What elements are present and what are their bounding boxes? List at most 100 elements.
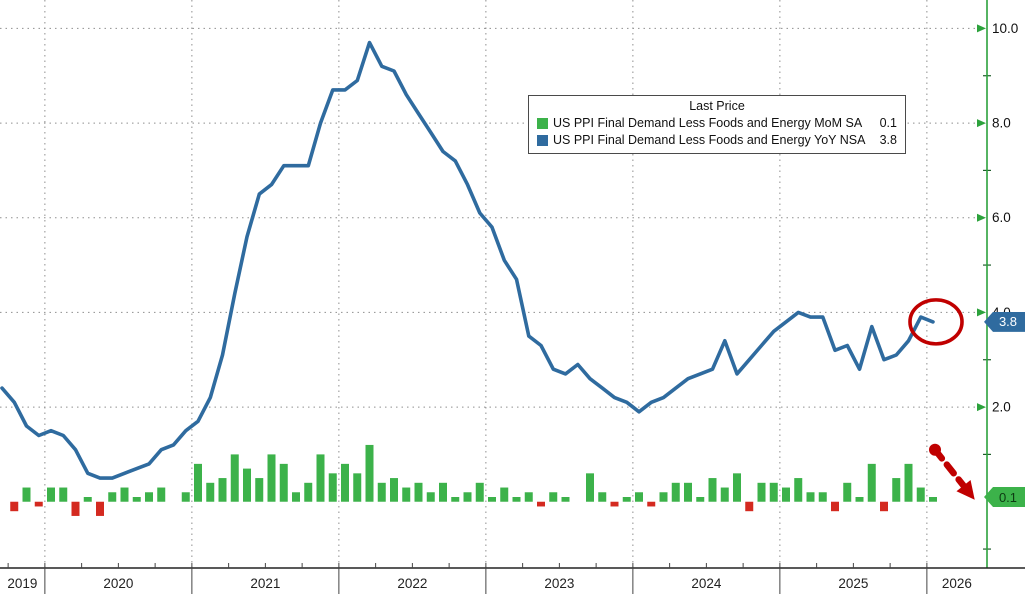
mom-bar bbox=[463, 492, 472, 502]
y-axis-tick-label: 6.0 bbox=[992, 210, 1011, 225]
mom-bar bbox=[267, 454, 276, 502]
mom-bar bbox=[524, 492, 533, 502]
mom-bar bbox=[439, 482, 447, 502]
mom-bar bbox=[402, 487, 411, 502]
mom-bar bbox=[635, 492, 643, 502]
y-axis-tick-label: 2.0 bbox=[992, 400, 1011, 415]
y-tick-arrow-icon bbox=[977, 24, 986, 33]
x-axis-year-label: 2022 bbox=[397, 576, 427, 591]
legend-value-yoy: 3.8 bbox=[879, 133, 897, 147]
last-price-badge-yoy: 3.8 bbox=[984, 311, 1025, 332]
y-tick-arrow-icon bbox=[977, 213, 986, 222]
mom-bar bbox=[120, 487, 129, 502]
mom-bar bbox=[929, 497, 937, 502]
mom-bar bbox=[733, 473, 741, 502]
mom-bar bbox=[390, 478, 398, 502]
mom-bar bbox=[316, 454, 325, 502]
mom-bar bbox=[328, 473, 337, 502]
mom-bar bbox=[818, 492, 827, 502]
legend-swatch-mom-icon bbox=[537, 118, 548, 129]
mom-bar bbox=[255, 478, 264, 502]
mom-bar bbox=[745, 501, 754, 512]
y-tick-arrow-icon bbox=[977, 308, 986, 317]
mom-bar bbox=[377, 482, 386, 502]
mom-bar bbox=[622, 497, 631, 502]
legend-item-mom: US PPI Final Demand Less Foods and Energ… bbox=[537, 115, 897, 132]
mom-bar bbox=[769, 482, 778, 502]
mom-bar bbox=[451, 497, 460, 502]
mom-bar bbox=[230, 454, 239, 502]
y-axis-tick-label: 10.0 bbox=[992, 21, 1018, 36]
legend-swatch-yoy-icon bbox=[537, 135, 548, 146]
mom-bar bbox=[145, 492, 153, 502]
mom-bar bbox=[96, 501, 104, 516]
mom-bar bbox=[206, 482, 215, 502]
mom-bar bbox=[537, 501, 545, 507]
mom-bar bbox=[414, 482, 423, 502]
last-price-badge-mom: 0.1 bbox=[984, 487, 1025, 507]
mom-bar bbox=[475, 482, 484, 502]
mom-bar bbox=[59, 487, 68, 502]
mom-bar bbox=[292, 492, 300, 502]
mom-bar bbox=[855, 497, 864, 502]
mom-bar bbox=[782, 487, 790, 502]
mom-bar bbox=[304, 482, 313, 502]
mom-bar bbox=[586, 473, 594, 502]
mom-bar bbox=[108, 492, 117, 502]
mom-bar bbox=[341, 463, 349, 502]
legend-item-yoy: US PPI Final Demand Less Foods and Energ… bbox=[537, 132, 897, 149]
mom-bar bbox=[684, 482, 692, 502]
mom-bar bbox=[71, 501, 80, 516]
mom-bar bbox=[426, 492, 435, 502]
mom-bar bbox=[610, 501, 619, 507]
mom-bar bbox=[880, 501, 888, 512]
x-axis-year-label: 2025 bbox=[838, 576, 868, 591]
x-axis-year-label: 2024 bbox=[691, 576, 722, 591]
mom-bar bbox=[708, 478, 717, 502]
x-axis-year-label: 2026 bbox=[942, 576, 972, 591]
mom-bar bbox=[47, 487, 55, 502]
mom-bar bbox=[831, 501, 839, 512]
legend-box: Last Price US PPI Final Demand Less Food… bbox=[528, 95, 906, 154]
mom-bar bbox=[365, 444, 374, 502]
mom-bar-series bbox=[10, 444, 937, 516]
mom-bar bbox=[904, 463, 913, 502]
mom-bar bbox=[181, 492, 190, 502]
y-tick-arrow-icon bbox=[977, 403, 986, 412]
mom-bar bbox=[279, 463, 288, 502]
mom-bar bbox=[720, 487, 729, 502]
mom-bar bbox=[867, 463, 876, 502]
mom-bar bbox=[194, 463, 202, 502]
mom-bar bbox=[512, 497, 521, 502]
down-arrow-annotation bbox=[931, 446, 970, 492]
mom-bar bbox=[132, 497, 141, 502]
mom-bar bbox=[549, 492, 558, 502]
mom-bar bbox=[892, 478, 901, 502]
x-axis-year-label: 2023 bbox=[544, 576, 574, 591]
mom-bar bbox=[243, 468, 251, 502]
mom-bar bbox=[488, 497, 496, 502]
mom-bar bbox=[671, 482, 680, 502]
legend-label-mom: US PPI Final Demand Less Foods and Energ… bbox=[553, 116, 863, 130]
mom-bar bbox=[500, 487, 509, 502]
mom-bar bbox=[794, 478, 803, 502]
mom-bar bbox=[218, 478, 227, 502]
mom-bar bbox=[659, 492, 668, 502]
mom-bar bbox=[10, 501, 19, 512]
mom-bar bbox=[22, 487, 31, 502]
x-axis-year-label: 2021 bbox=[250, 576, 280, 591]
x-axis-year-label: 2019 bbox=[7, 576, 37, 591]
mom-bar bbox=[696, 497, 705, 502]
y-axis-tick-label: 8.0 bbox=[992, 116, 1011, 131]
highlight-circle-annotation bbox=[908, 298, 964, 346]
legend-title: Last Price bbox=[689, 99, 745, 113]
mom-bar bbox=[561, 497, 570, 502]
legend-value-mom: 0.1 bbox=[879, 116, 897, 130]
mom-bar bbox=[757, 482, 766, 502]
mom-bar bbox=[916, 487, 925, 502]
down-arrow-head-icon bbox=[956, 480, 975, 500]
mom-bar bbox=[353, 473, 362, 502]
yoy-line-series bbox=[0, 40, 935, 480]
